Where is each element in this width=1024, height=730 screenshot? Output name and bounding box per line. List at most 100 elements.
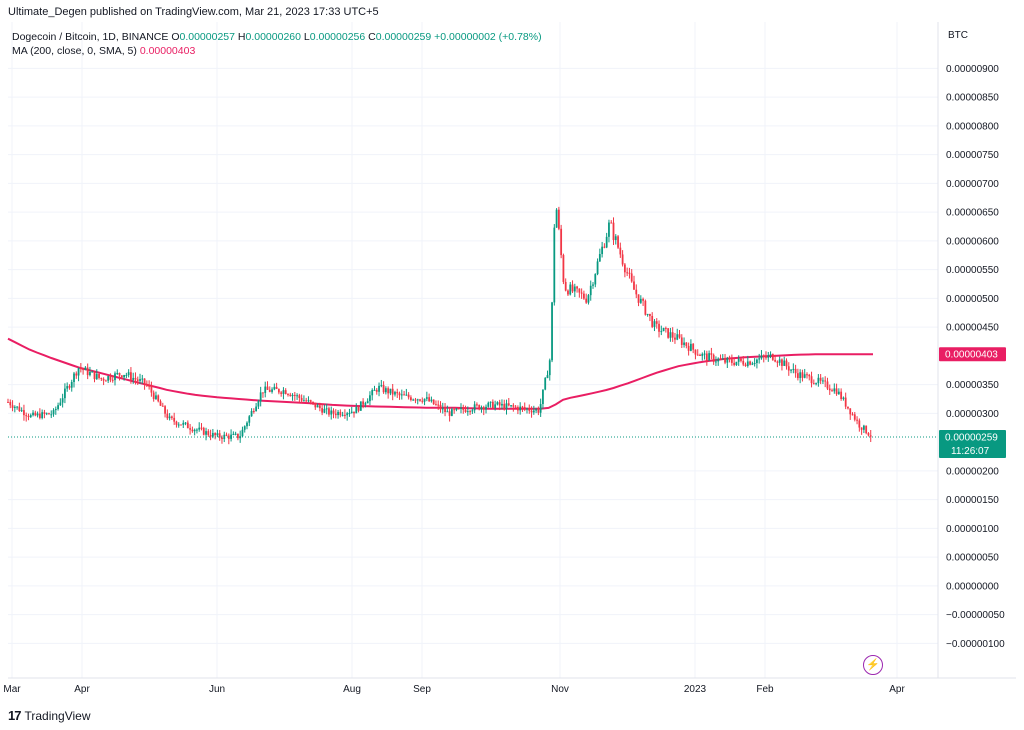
symbol-label[interactable]: Dogecoin / Bitcoin, 1D, BINANCE	[12, 31, 169, 43]
candle-body	[323, 408, 326, 413]
candle-body	[328, 408, 330, 415]
chart-frame[interactable]: BTC 0.00000900 0.00000850 0.00000800 0.00000…	[0, 22, 1024, 702]
candle-body	[849, 408, 852, 415]
candle-body	[27, 416, 30, 418]
grid	[8, 22, 938, 678]
candle-body	[708, 353, 711, 361]
candle-body	[391, 388, 394, 395]
candle-body	[102, 378, 105, 381]
candle-body	[134, 377, 137, 380]
candle-body	[45, 413, 48, 415]
price-tick-label: 0.00000800	[946, 121, 999, 132]
candle-body	[266, 386, 269, 390]
candle-body	[296, 395, 298, 397]
candle-body	[510, 405, 512, 407]
candle-body	[257, 401, 260, 407]
candle-body	[157, 395, 160, 402]
candle-body	[444, 408, 446, 412]
candle-body	[177, 424, 180, 426]
price-chart[interactable]: BTC 0.00000900 0.00000850 0.00000800 0.00000…	[0, 22, 1024, 702]
candle-body	[43, 412, 46, 414]
candle-body	[687, 345, 690, 351]
candle-body	[16, 406, 19, 408]
candle-body	[412, 399, 415, 401]
price-tick-label: 0.00000050	[946, 553, 999, 564]
candle-body	[790, 369, 792, 371]
candle-body	[410, 397, 412, 400]
candle-body	[321, 408, 324, 413]
candle-body	[193, 429, 196, 432]
candle-body	[712, 354, 715, 362]
candle-body	[771, 354, 774, 360]
brand-label[interactable]: TradingView	[24, 708, 91, 723]
candle-body	[630, 273, 633, 282]
candle-body	[794, 368, 797, 374]
price-tick-label: 0.00000100	[946, 524, 999, 535]
candle-body	[91, 371, 94, 373]
candle-body	[787, 366, 790, 371]
candle-body	[614, 236, 617, 241]
candle-body	[858, 420, 861, 428]
candle-body	[394, 391, 396, 395]
candle-body	[196, 429, 198, 431]
candle-body	[166, 413, 169, 419]
candle-body	[312, 401, 314, 403]
ohlc-open: 0.00000257	[179, 31, 235, 43]
candle-body	[683, 342, 685, 345]
tradingview-logo-icon[interactable]: 17	[8, 708, 22, 723]
candle-body	[127, 372, 130, 375]
candle-body	[362, 401, 365, 405]
candle-body	[569, 284, 572, 295]
candle-body	[576, 286, 578, 289]
candle-body	[608, 222, 610, 237]
candle-body	[423, 398, 426, 402]
candle-body	[252, 411, 255, 413]
candle-body	[234, 433, 237, 435]
price-badge	[939, 430, 1006, 458]
candle-body	[851, 414, 854, 416]
candle-body	[548, 360, 551, 376]
candle-body	[145, 384, 148, 386]
candle-body	[724, 358, 726, 363]
candle-body	[694, 349, 697, 355]
candle-body	[264, 386, 267, 394]
ma-label[interactable]: MA (200, close, 0, SMA, 5)	[12, 45, 137, 57]
candle-body	[7, 401, 9, 403]
candle-body	[389, 388, 392, 394]
time-tick-label: Apr	[74, 684, 90, 695]
ohlc-low: 0.00000256	[309, 31, 366, 43]
candle-body	[489, 401, 492, 403]
candle-body	[487, 402, 490, 407]
candle-body	[703, 353, 706, 355]
candle-body	[610, 222, 613, 224]
candle-body	[501, 403, 503, 406]
candle-body	[339, 411, 342, 416]
candle-body	[856, 419, 858, 421]
candle-body	[41, 412, 44, 419]
candle-body	[159, 401, 162, 406]
candle-body	[505, 403, 508, 410]
candle-body	[594, 274, 597, 285]
candle-body	[268, 389, 271, 392]
candle-body	[25, 415, 28, 417]
ohlc-open-label: O	[171, 31, 180, 43]
ma-price-badge	[939, 347, 1006, 362]
candle-body	[414, 399, 417, 401]
candle-body	[685, 342, 688, 346]
candle-body	[114, 373, 116, 381]
candle-body	[36, 413, 39, 416]
candle-body	[282, 390, 285, 394]
candle-body	[29, 415, 32, 418]
candle-body	[248, 416, 251, 423]
candle-body	[835, 388, 838, 395]
currency-label: BTC	[948, 30, 968, 41]
time-tick-label: Mar	[3, 684, 21, 695]
candle-body	[655, 321, 658, 324]
candle-body	[357, 407, 360, 411]
candle-body	[277, 389, 280, 393]
candle-body	[560, 228, 563, 256]
candle-body	[507, 403, 510, 406]
candle-body	[760, 355, 763, 359]
lightning-icon[interactable]: ⚡	[863, 655, 883, 675]
candle-body	[209, 435, 212, 437]
